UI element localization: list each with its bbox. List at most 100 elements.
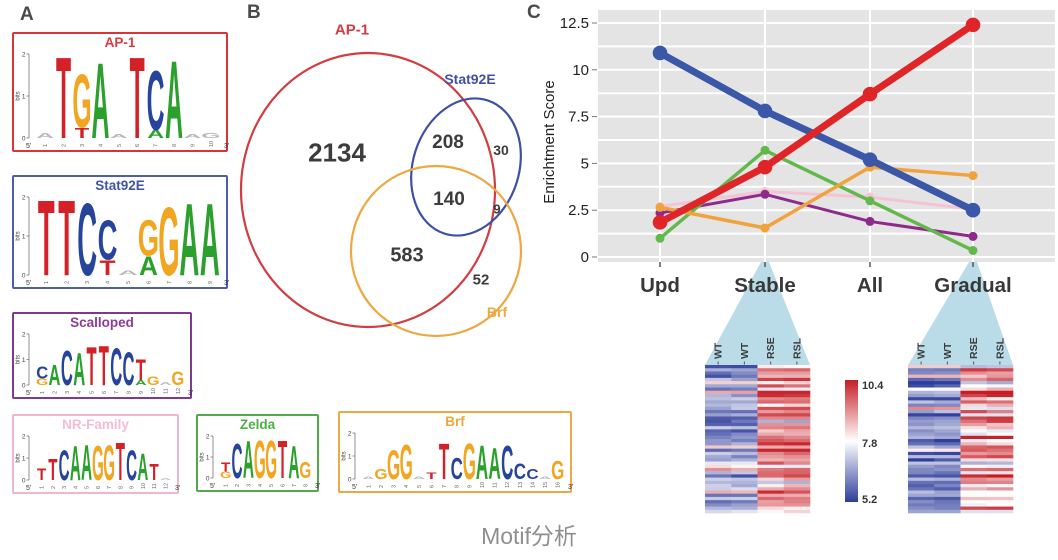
svg-text:13: 13 bbox=[518, 482, 524, 488]
venn-circle-brf bbox=[349, 164, 523, 338]
motif-box-ap-1: AP-1 0 1 2 bits A 1 T 2 T G 3 A 4 A 5 T 6 A C 7 A 8 A 9 G 10 5' 3' bbox=[12, 32, 229, 163]
svg-text:A: A bbox=[160, 381, 172, 386]
enrichment-panel: 0 2.5 5 7.5 10 12.5 Enrichtment Score Upd Stable… bbox=[541, 10, 1055, 514]
venn-circle-stat92e bbox=[410, 97, 522, 237]
svg-text:7: 7 bbox=[107, 486, 113, 489]
svg-text:7: 7 bbox=[442, 485, 448, 488]
svg-text:3': 3' bbox=[315, 483, 320, 490]
svg-text:A: A bbox=[147, 127, 164, 140]
svg-text:6: 6 bbox=[281, 484, 287, 487]
colorbar-label: 7.8 bbox=[862, 438, 877, 450]
svg-text:C: C bbox=[36, 363, 48, 383]
x-tick-label-upd: Upd bbox=[640, 274, 680, 297]
motif-title: Scalloped bbox=[70, 315, 134, 330]
venn-count-brf-only: 52 bbox=[472, 271, 490, 289]
svg-text:A: A bbox=[476, 436, 488, 489]
svg-text:T: T bbox=[75, 125, 89, 141]
svg-text:A: A bbox=[165, 37, 183, 161]
svg-text:0: 0 bbox=[206, 475, 210, 482]
svg-text:C: C bbox=[126, 441, 137, 489]
svg-text:C: C bbox=[451, 453, 463, 486]
svg-text:G: G bbox=[103, 434, 115, 491]
figure-caption: Motif分析 bbox=[481, 523, 577, 549]
svg-text:10: 10 bbox=[141, 483, 147, 489]
svg-text:5: 5 bbox=[117, 144, 123, 147]
svg-text:C: C bbox=[77, 182, 97, 297]
svg-text:G: G bbox=[387, 441, 400, 488]
svg-text:9: 9 bbox=[139, 391, 145, 394]
svg-text:7: 7 bbox=[154, 144, 160, 147]
svg-text:G: G bbox=[400, 435, 413, 490]
heatmap-col-label-wt: WT bbox=[942, 342, 954, 359]
svg-text:7: 7 bbox=[292, 484, 298, 487]
svg-text:3: 3 bbox=[62, 486, 68, 489]
svg-text:C: C bbox=[110, 338, 122, 397]
svg-text:A: A bbox=[179, 182, 199, 297]
line-series-stat92e bbox=[652, 45, 981, 218]
svg-text:G: G bbox=[551, 455, 564, 484]
svg-text:2: 2 bbox=[53, 391, 59, 394]
y-axis-label: Enrichtment Score bbox=[541, 80, 558, 203]
svg-text:bits: bits bbox=[16, 231, 22, 240]
svg-text:A: A bbox=[539, 476, 552, 480]
svg-text:16: 16 bbox=[556, 482, 562, 488]
svg-text:10: 10 bbox=[480, 482, 486, 488]
svg-text:A: A bbox=[73, 345, 85, 396]
svg-text:A: A bbox=[91, 40, 109, 161]
svg-text:A: A bbox=[200, 182, 220, 297]
y-tick-label: 0 bbox=[581, 249, 589, 266]
venn-count-ap1-stat-brf: 140 bbox=[433, 189, 465, 210]
heatmap-col-label-rse: RSE bbox=[765, 337, 777, 359]
svg-text:5': 5' bbox=[26, 485, 31, 492]
svg-text:A: A bbox=[160, 477, 171, 480]
heatmap-col-label-rsl: RSL bbox=[994, 337, 1006, 359]
svg-text:5': 5' bbox=[352, 484, 357, 491]
svg-text:3: 3 bbox=[65, 391, 71, 394]
svg-text:3: 3 bbox=[85, 281, 91, 284]
heatmap-col-label-rsl: RSL bbox=[791, 337, 803, 359]
svg-text:1: 1 bbox=[224, 484, 230, 487]
venn-diagram bbox=[239, 51, 523, 338]
svg-text:3: 3 bbox=[246, 484, 252, 487]
svg-text:10: 10 bbox=[151, 388, 157, 394]
svg-text:3: 3 bbox=[392, 485, 398, 488]
svg-text:4: 4 bbox=[404, 485, 410, 488]
svg-text:G: G bbox=[299, 458, 311, 484]
heatmap-col-label-wt: WT bbox=[739, 342, 751, 359]
svg-text:5: 5 bbox=[90, 391, 96, 394]
svg-text:3: 3 bbox=[80, 144, 86, 147]
venn-set-label-ap1: AP-1 bbox=[334, 21, 370, 39]
svg-text:A: A bbox=[135, 379, 147, 387]
motif-title: AP-1 bbox=[104, 35, 136, 50]
motif-box-nr-family: NR-Family 0 1 2 bits T 1 T 2 C 3 A 4 A 5 G 6 G 7 T 8 C 9 A 10 T 11… bbox=[12, 414, 181, 494]
svg-text:4: 4 bbox=[106, 281, 112, 284]
svg-text:G: G bbox=[147, 375, 160, 389]
heatmap-col-label-wt: WT bbox=[916, 342, 928, 359]
svg-text:T: T bbox=[56, 33, 71, 163]
x-tick-label-gradual: Gradual bbox=[934, 274, 1011, 297]
svg-text:T: T bbox=[116, 434, 125, 493]
svg-text:9: 9 bbox=[190, 144, 196, 147]
y-tick-label: 10 bbox=[572, 62, 589, 79]
svg-text:G: G bbox=[201, 132, 220, 140]
svg-text:5': 5' bbox=[210, 483, 215, 490]
svg-text:G: G bbox=[158, 188, 179, 297]
svg-text:bits: bits bbox=[342, 451, 348, 460]
svg-text:7: 7 bbox=[167, 281, 173, 284]
x-tick-label-all: All bbox=[857, 274, 883, 297]
svg-text:6: 6 bbox=[146, 281, 152, 284]
svg-text:1: 1 bbox=[22, 93, 26, 100]
svg-text:C: C bbox=[59, 441, 70, 489]
svg-text:T: T bbox=[86, 335, 96, 397]
svg-text:T: T bbox=[136, 354, 146, 387]
svg-text:T: T bbox=[221, 461, 231, 476]
svg-text:8: 8 bbox=[172, 144, 178, 147]
svg-text:3': 3' bbox=[224, 280, 229, 287]
svg-text:14: 14 bbox=[530, 482, 536, 488]
heatmap-stable: WT WT RSE RSL bbox=[705, 337, 811, 514]
svg-text:T: T bbox=[426, 471, 437, 481]
